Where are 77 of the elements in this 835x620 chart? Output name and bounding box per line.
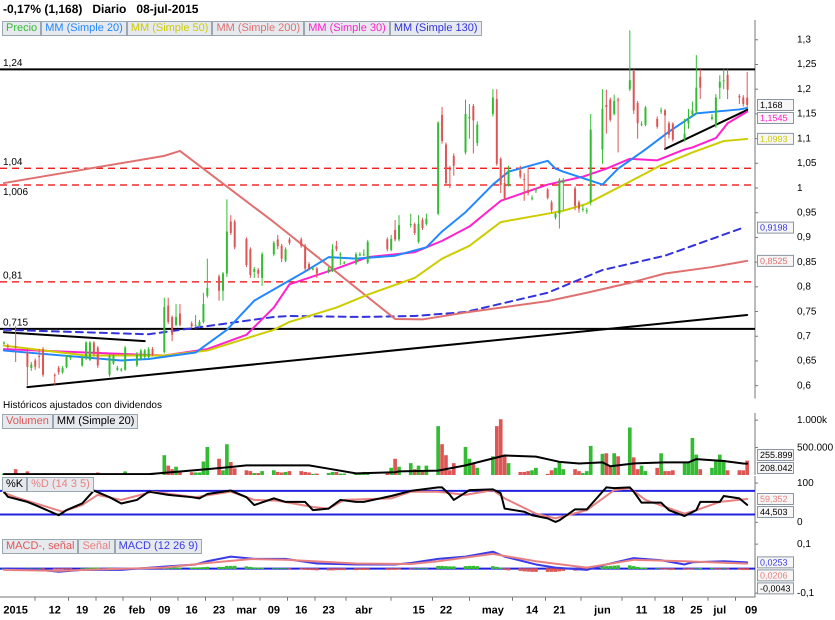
x-tick-label: 26 — [103, 604, 116, 616]
x-tick-label: mar — [236, 604, 258, 616]
text: Precio — [2, 21, 42, 36]
y-tick-label: 1,3 — [797, 34, 812, 46]
x-tick-label: abr — [355, 604, 374, 616]
x-tick-label: 09 — [268, 604, 280, 616]
data-label: 208.042 — [760, 462, 793, 473]
text: MM (Simple 50) — [126, 21, 212, 36]
data-label: 0,9198 — [760, 222, 788, 233]
y-tick-label: 1,25 — [797, 59, 817, 70]
annotation: 1,168 — [760, 100, 783, 110]
chart-title: -0,17% (1,168) Diario 08-jul-2015 — [3, 2, 198, 16]
text: MM (Simple 20) — [52, 414, 138, 429]
x-tick-label: 11 — [636, 604, 648, 616]
data-label: 44,503 — [760, 507, 788, 517]
x-tick-label: 09 — [158, 604, 170, 616]
x-tick-label: 22 — [440, 604, 452, 616]
y-tick-label: 0,75 — [797, 306, 817, 318]
x-tick-label: 23 — [212, 604, 226, 616]
series-label: MACD-, señal — [2, 539, 78, 554]
ref-line-label: 1,24 — [3, 58, 23, 70]
data-label: 59,352 — [760, 494, 788, 504]
series-label: %D (14 3 5) — [27, 477, 94, 492]
data-label: 1,1545 — [760, 112, 788, 123]
y-tick-label: 0,95 — [797, 207, 817, 218]
y-tick-label: 500.000 — [797, 442, 834, 454]
y-tick-label: 1,15 — [797, 108, 817, 120]
annotation: -0,0043 — [760, 583, 791, 594]
ref-line-label: 0,715 — [3, 318, 28, 329]
y-tick-label: 0,65 — [797, 356, 817, 367]
x-tick-label: jul — [712, 604, 726, 616]
ref-line-label: 0,81 — [3, 270, 23, 282]
text: MM (Simple 200) — [212, 21, 304, 36]
x-tick-label: 09 — [744, 604, 758, 616]
y-tick-label: 0 — [797, 517, 803, 528]
series-label: %K — [2, 477, 28, 492]
x-tick-label: 23 — [322, 604, 335, 616]
y-tick-label: -0,1 — [797, 588, 815, 599]
data-label: 0,0253 — [760, 557, 788, 568]
x-tick-label: 16 — [295, 604, 308, 616]
y-tick-label: 0,1 — [797, 538, 812, 550]
annotation: 255.899 — [760, 450, 793, 460]
y-tick-label: 1 — [797, 182, 803, 194]
y-tick-label: 1.000k — [797, 414, 828, 426]
text: MM (Simple 20) — [41, 21, 127, 36]
text: Históricos ajustados con dividendos — [3, 400, 162, 411]
y-tick-label: 0,7 — [797, 330, 812, 342]
x-tick-label: jun — [593, 604, 611, 616]
ref-line-label: 1,006 — [3, 186, 28, 198]
text: Volumen — [2, 414, 53, 429]
y-tick-label: 0,85 — [797, 256, 817, 268]
x-tick-label: 15 — [412, 604, 425, 616]
data-label: 1,0993 — [760, 134, 788, 144]
y-tick-label: 0,9 — [797, 232, 812, 244]
text: MM (Simple 130) — [390, 21, 482, 36]
x-tick-label: 14 — [526, 604, 540, 616]
ref-line-label: 1,04 — [3, 156, 23, 168]
y-tick-label: 1,2 — [797, 84, 812, 95]
x-tick-label: may — [482, 604, 505, 616]
x-tick-label: feb — [128, 604, 146, 616]
x-tick-label: 18 — [662, 604, 676, 616]
x-tick-label: 21 — [553, 604, 566, 616]
y-tick-label: 0,8 — [797, 282, 812, 293]
x-tick-label: 12 — [48, 604, 61, 616]
x-tick-label: 16 — [186, 604, 198, 616]
series-label: Señal — [78, 539, 115, 554]
y-tick-label: 1,1 — [797, 133, 812, 144]
y-tick-label: 1,05 — [797, 158, 817, 170]
y-tick-label: 0,6 — [797, 380, 812, 392]
data-label: 0,0206 — [760, 570, 788, 580]
x-tick-label: 19 — [76, 604, 88, 616]
x-tick-label: 25 — [690, 604, 702, 616]
text: MM (Simple 30) — [304, 21, 390, 36]
x-tick-label: 2015 — [3, 604, 28, 616]
data-label: 0,8525 — [760, 256, 788, 266]
series-label: MACD (12 26 9) — [114, 539, 202, 554]
y-tick-label: 100 — [797, 478, 814, 489]
